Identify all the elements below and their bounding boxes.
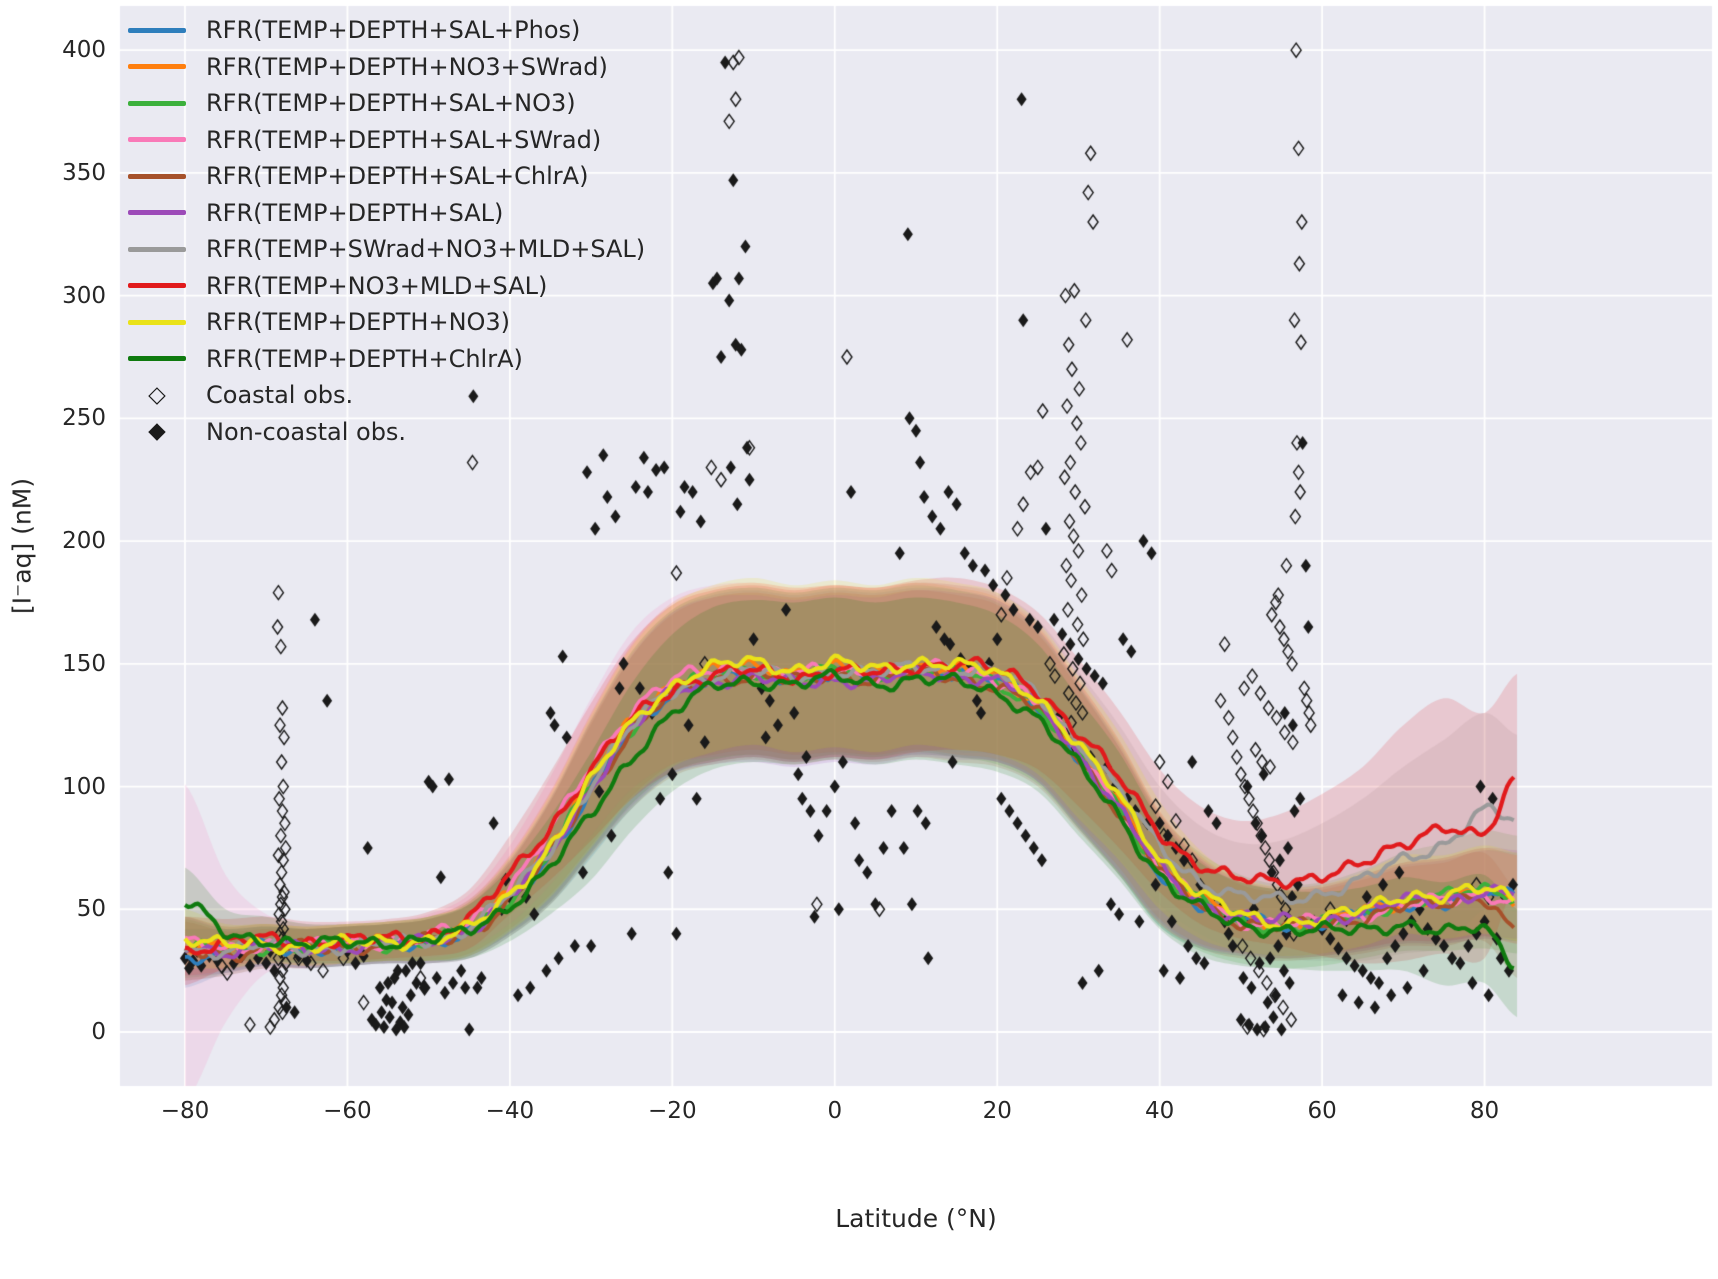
legend-item-label: RFR(TEMP+NO3+MLD+SAL)	[206, 271, 548, 300]
legend-item: ◇ Coastal obs.	[128, 377, 645, 414]
legend-item: RFR(TEMP+DEPTH+SAL+Phos)	[128, 12, 645, 49]
x-tick-label: 0	[827, 1098, 843, 1124]
x-tick-label: −60	[323, 1098, 372, 1124]
y-tick-label: 400	[62, 37, 106, 64]
legend-item: RFR(TEMP+SWrad+NO3+MLD+SAL)	[128, 231, 645, 268]
legend-line-swatch	[128, 319, 186, 325]
y-axis-label: [I⁻aq] (nM)	[7, 477, 37, 615]
y-tick-label: 300	[62, 282, 106, 309]
y-tick-label: 50	[76, 896, 106, 923]
legend-item-label: Non-coastal obs.	[206, 417, 407, 446]
legend-item: RFR(TEMP+DEPTH+SAL+ChlrA)	[128, 158, 645, 195]
legend-item-label: RFR(TEMP+DEPTH+NO3)	[206, 308, 511, 337]
filled-diamond-marker-icon: ◆	[148, 418, 166, 445]
y-tick-label: 200	[62, 528, 106, 555]
legend-line-swatch	[128, 210, 186, 216]
legend-item-label: RFR(TEMP+DEPTH+SAL+ChlrA)	[206, 162, 589, 191]
legend-line-swatch	[128, 64, 186, 70]
x-tick-label: 80	[1469, 1098, 1500, 1124]
legend-item-label: RFR(TEMP+SWrad+NO3+MLD+SAL)	[206, 235, 646, 264]
legend-item: RFR(TEMP+DEPTH+NO3+SWrad)	[128, 49, 645, 86]
x-tick-label: 60	[1307, 1098, 1337, 1124]
y-tick-label: 250	[62, 405, 106, 432]
legend-item: ◆ Non-coastal obs.	[128, 414, 645, 451]
legend-line-swatch	[128, 100, 186, 106]
legend-item-label: Coastal obs.	[206, 381, 354, 410]
legend-line-swatch	[128, 173, 186, 179]
legend-item-label: RFR(TEMP+DEPTH+SAL+SWrad)	[206, 125, 602, 154]
legend: RFR(TEMP+DEPTH+SAL+Phos) RFR(TEMP+DEPTH+…	[128, 12, 645, 450]
legend-item-label: RFR(TEMP+DEPTH+SAL+NO3)	[206, 89, 576, 118]
legend-item-label: RFR(TEMP+DEPTH+SAL+Phos)	[206, 16, 581, 45]
legend-item: RFR(TEMP+DEPTH+SAL)	[128, 195, 645, 232]
legend-item-label: RFR(TEMP+DEPTH+SAL)	[206, 198, 504, 227]
x-tick-label: −20	[648, 1098, 697, 1124]
y-tick-label: 150	[62, 650, 106, 677]
legend-line-swatch	[128, 137, 186, 143]
legend-item: RFR(TEMP+NO3+MLD+SAL)	[128, 268, 645, 305]
legend-item-label: RFR(TEMP+DEPTH+ChlrA)	[206, 344, 523, 373]
legend-item: RFR(TEMP+DEPTH+SAL+SWrad)	[128, 122, 645, 159]
y-tick-label: 350	[62, 159, 106, 186]
open-diamond-marker-icon: ◇	[148, 381, 166, 408]
legend-line-swatch	[128, 27, 186, 33]
x-tick-label: 40	[1145, 1098, 1175, 1124]
y-tick-label: 0	[91, 1019, 106, 1045]
legend-item: RFR(TEMP+DEPTH+NO3)	[128, 304, 645, 341]
x-axis-label: Latitude (°N)	[835, 1204, 997, 1233]
legend-line-swatch	[128, 246, 186, 252]
legend-item: RFR(TEMP+DEPTH+SAL+NO3)	[128, 85, 645, 122]
y-tick-label: 100	[62, 773, 106, 800]
legend-item: RFR(TEMP+DEPTH+ChlrA)	[128, 341, 645, 378]
legend-line-swatch	[128, 356, 186, 362]
legend-item-label: RFR(TEMP+DEPTH+NO3+SWrad)	[206, 52, 608, 81]
x-tick-label: −80	[160, 1098, 210, 1124]
x-tick-label: 20	[982, 1098, 1012, 1124]
legend-line-swatch	[128, 283, 186, 289]
x-tick-label: −40	[485, 1098, 535, 1124]
